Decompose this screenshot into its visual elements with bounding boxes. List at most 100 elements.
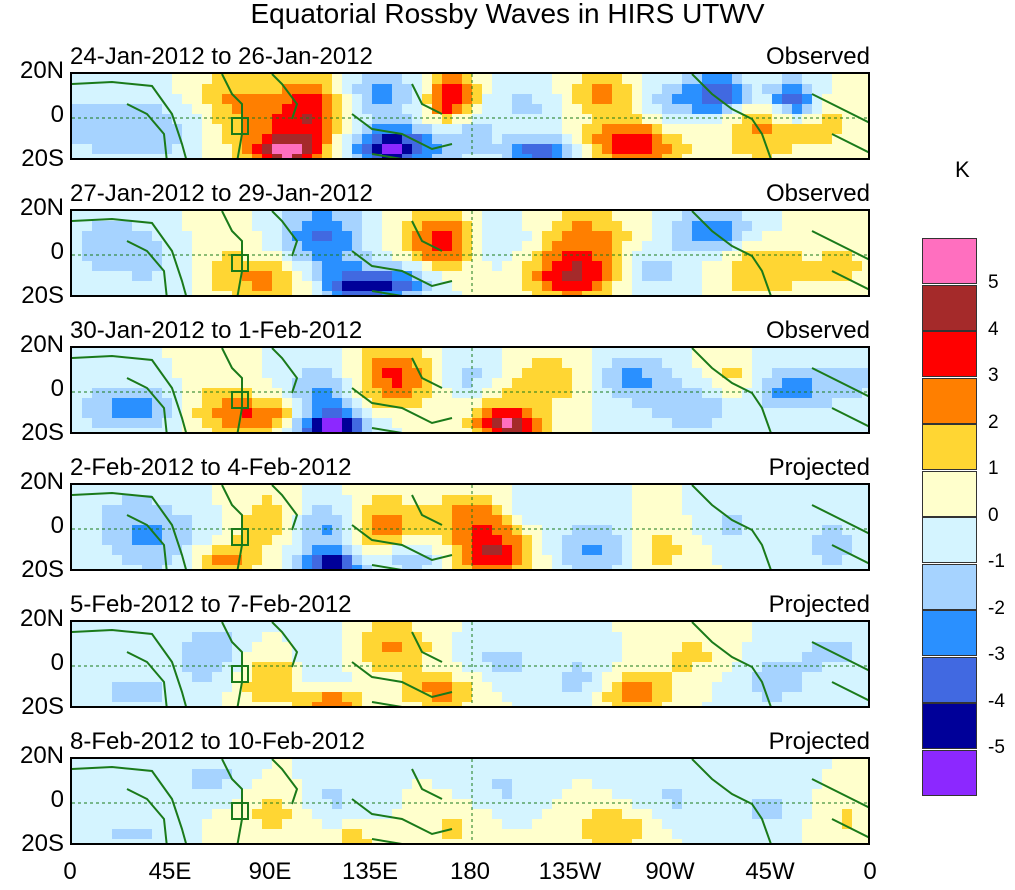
- anomaly-cell: [152, 84, 163, 95]
- anomaly-cell: [692, 368, 703, 379]
- anomaly-cell: [452, 555, 463, 566]
- anomaly-cell: [102, 154, 113, 158]
- anomaly-cell: [172, 281, 183, 292]
- anomaly-cell: [622, 799, 633, 810]
- anomaly-cell: [462, 84, 473, 95]
- anomaly-cell: [522, 378, 533, 389]
- anomaly-cell: [102, 485, 113, 496]
- anomaly-cell: [682, 211, 693, 222]
- anomaly-cell: [582, 692, 593, 703]
- anomaly-cell: [562, 819, 573, 830]
- anomaly-cell: [822, 134, 833, 145]
- anomaly-cell: [712, 231, 723, 242]
- anomaly-cell: [592, 642, 603, 653]
- anomaly-cell: [692, 144, 703, 155]
- anomaly-cell: [302, 545, 313, 556]
- anomaly-cell: [582, 378, 593, 389]
- anomaly-cell: [852, 525, 863, 536]
- anomaly-cell: [132, 348, 143, 359]
- anomaly-cell: [562, 829, 573, 840]
- anomaly-cell: [442, 545, 453, 556]
- anomaly-cell: [852, 839, 863, 843]
- anomaly-cell: [212, 348, 223, 359]
- anomaly-cell: [562, 759, 573, 770]
- anomaly-cell: [112, 291, 123, 295]
- anomaly-cell: [602, 231, 613, 242]
- anomaly-cell: [472, 154, 483, 158]
- y-tick-label: 20S: [21, 556, 64, 583]
- anomaly-cell: [352, 702, 363, 706]
- coastline: [221, 211, 243, 295]
- anomaly-cell: [292, 74, 303, 85]
- anomaly-cell: [582, 799, 593, 810]
- anomaly-cell: [702, 702, 713, 706]
- anomaly-cell: [722, 759, 733, 770]
- anomaly-cell: [682, 642, 693, 653]
- anomaly-cell: [532, 505, 543, 516]
- anomaly-cell: [342, 408, 353, 419]
- anomaly-cell: [382, 809, 393, 820]
- anomaly-cell: [142, 104, 153, 115]
- anomaly-cell: [612, 418, 623, 429]
- anomaly-cell: [532, 388, 543, 399]
- anomaly-cell: [782, 251, 793, 262]
- anomaly-cell: [392, 281, 403, 292]
- anomaly-cell: [362, 759, 373, 770]
- anomaly-cell: [722, 505, 733, 516]
- anomaly-cell: [442, 839, 453, 843]
- anomaly-cell: [432, 525, 443, 536]
- anomaly-cell: [512, 485, 523, 496]
- anomaly-cell: [772, 428, 783, 432]
- anomaly-cell: [692, 702, 703, 706]
- anomaly-cell: [742, 622, 753, 633]
- anomaly-cell: [312, 485, 323, 496]
- anomaly-cell: [482, 829, 493, 840]
- anomaly-cell: [422, 505, 433, 516]
- anomaly-cell: [312, 144, 323, 155]
- anomaly-cell: [192, 291, 203, 295]
- anomaly-cell: [612, 408, 623, 419]
- anomaly-cell: [852, 348, 863, 359]
- anomaly-cell: [212, 368, 223, 379]
- anomaly-cell: [862, 211, 868, 222]
- anomaly-cell: [172, 682, 183, 693]
- anomaly-cell: [452, 839, 463, 843]
- anomaly-cell: [102, 261, 113, 272]
- anomaly-cell: [422, 261, 433, 272]
- anomaly-cell: [742, 515, 753, 526]
- anomaly-cell: [212, 759, 223, 770]
- anomaly-cell: [352, 779, 363, 790]
- anomaly-cell: [652, 378, 663, 389]
- anomaly-cell: [522, 555, 533, 566]
- anomaly-cell: [172, 505, 183, 516]
- anomaly-cell: [72, 495, 83, 506]
- anomaly-cell: [352, 418, 363, 429]
- anomaly-cell: [402, 251, 413, 262]
- anomaly-cell: [842, 251, 853, 262]
- anomaly-cell: [482, 799, 493, 810]
- anomaly-cell: [532, 799, 543, 810]
- anomaly-cell: [382, 819, 393, 830]
- anomaly-cell: [652, 789, 663, 800]
- anomaly-cell: [532, 144, 543, 155]
- anomaly-cell: [762, 485, 773, 496]
- anomaly-cell: [602, 829, 613, 840]
- anomaly-cell: [502, 398, 513, 409]
- anomaly-cell: [692, 779, 703, 790]
- anomaly-cell: [82, 388, 93, 399]
- anomaly-cell: [672, 535, 683, 546]
- anomaly-cell: [72, 144, 83, 155]
- coastline: [72, 217, 187, 295]
- anomaly-cell: [472, 622, 483, 633]
- anomaly-cell: [742, 642, 753, 653]
- anomaly-cell: [772, 271, 783, 282]
- anomaly-cell: [602, 769, 613, 780]
- anomaly-cell: [322, 642, 333, 653]
- anomaly-cell: [502, 221, 513, 232]
- anomaly-cell: [682, 692, 693, 703]
- anomaly-cell: [742, 231, 753, 242]
- anomaly-cell: [822, 545, 833, 556]
- anomaly-cell: [592, 672, 603, 683]
- anomaly-cell: [822, 672, 833, 683]
- anomaly-cell: [262, 525, 273, 536]
